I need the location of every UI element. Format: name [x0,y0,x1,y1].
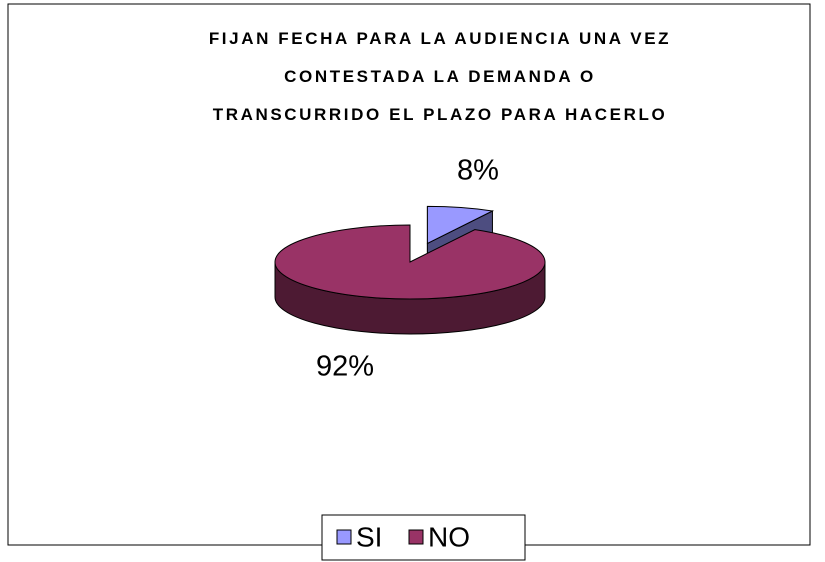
data-label: 8% [457,155,499,187]
slice [426,205,495,245]
data-label: 92% [316,351,374,383]
legend-swatch [336,529,352,545]
legend-label: NO [428,521,470,552]
legend-label: SI [356,521,382,552]
chart-title: FIJAN FECHA PARA LA AUDIENCIA UNA VEZ CO… [208,29,672,124]
slice [274,224,546,300]
legend-swatch [408,529,424,545]
